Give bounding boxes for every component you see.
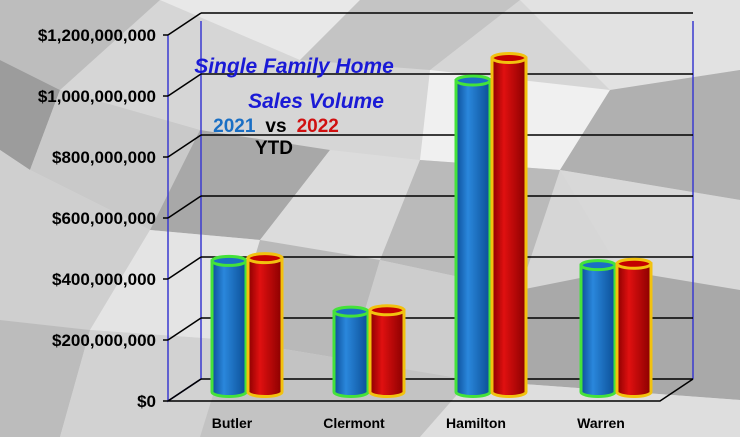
bar-top — [579, 259, 617, 272]
vs-label: vs — [265, 116, 286, 137]
bar-warren-2021 — [579, 259, 617, 398]
bar-top — [615, 257, 653, 270]
bar-top — [210, 254, 248, 267]
y-tick-label: $1,000,000,000 — [38, 87, 156, 106]
bar-butler-2022 — [246, 252, 284, 398]
gridline-diagonal — [167, 378, 202, 402]
bar-body — [454, 79, 492, 398]
y-tick-label: $800,000,000 — [52, 148, 156, 167]
gridline-diagonal — [167, 12, 202, 36]
y-tick-label: $1,200,000,000 — [38, 26, 156, 45]
category-label-butler: Butler — [212, 415, 253, 431]
title-line-2: Sales Volume — [248, 90, 384, 113]
bar-top — [246, 252, 284, 265]
y-tick-label: $600,000,000 — [52, 209, 156, 228]
bar-body — [368, 308, 406, 398]
category-label-clermont: Clermont — [323, 415, 385, 431]
category-label-warren: Warren — [577, 415, 625, 431]
bar-top — [368, 304, 406, 317]
bar-body — [490, 56, 528, 398]
gridline-diagonal — [167, 317, 202, 341]
bar-body — [246, 256, 284, 398]
category-label-hamilton: Hamilton — [446, 415, 506, 431]
bar-clermont-2022 — [368, 304, 406, 398]
bar-clermont-2021 — [332, 305, 370, 398]
bar-body — [615, 262, 653, 398]
bar-hamilton-2022 — [490, 52, 528, 398]
bar-body — [579, 263, 617, 398]
title-line-1: Single Family Home — [194, 55, 394, 78]
gridline-diagonal — [167, 73, 202, 97]
y-axis-ticks: $0 $200,000,000 $400,000,000 $600,000,000 $8… — [38, 26, 168, 411]
y-tick-label: $400,000,000 — [52, 270, 156, 289]
chart-title: Single Family Home Sales Volume 2021 vs 20… — [194, 55, 394, 159]
gridline-diagonal — [167, 134, 202, 158]
gridline-diagonal — [167, 256, 202, 280]
bar-body — [332, 310, 370, 398]
year-2021-label: 2021 — [213, 116, 256, 137]
floor-edge — [168, 378, 694, 402]
bars — [210, 52, 653, 398]
bar-top — [490, 52, 528, 64]
bar-top — [454, 74, 492, 87]
year-2022-label: 2022 — [297, 116, 339, 137]
x-axis-categories: Butler Clermont Hamilton Warren — [212, 415, 625, 431]
bar-warren-2022 — [615, 257, 653, 398]
bar-hamilton-2021 — [454, 74, 492, 398]
bar-top — [332, 305, 370, 318]
bar-body — [210, 259, 248, 398]
gridline-diagonal — [167, 195, 202, 219]
subtitle-years: 2021 vs 2022 — [213, 116, 339, 137]
y-tick-label: $0 — [137, 392, 156, 411]
y-tick-label: $200,000,000 — [52, 331, 156, 350]
bar-butler-2021 — [210, 254, 248, 398]
ytd-label: YTD — [255, 138, 293, 159]
